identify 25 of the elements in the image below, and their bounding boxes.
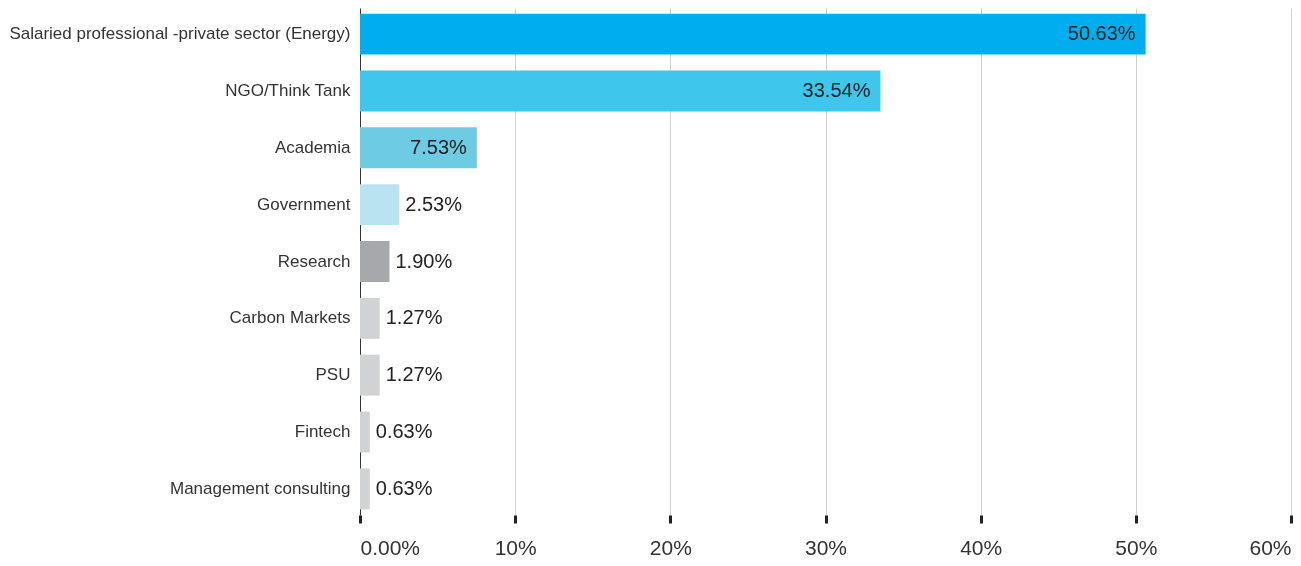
x-tick-label: 50%: [1115, 535, 1158, 559]
y-tick-label: Academia: [274, 137, 352, 157]
y-tick-label: PSU: [315, 365, 351, 385]
data-label: 1.27%: [385, 306, 443, 329]
x-tick-label: 10%: [494, 535, 537, 559]
y-tick-label: NGO/Think Tank: [225, 80, 351, 100]
data-label: 1.27%: [385, 363, 443, 386]
data-label: 1.90%: [395, 249, 453, 272]
x-tick-label: 60%: [1249, 535, 1292, 559]
y-tick-label: Carbon Markets: [229, 308, 351, 328]
y-tick-label: Salaried professional -private sector (Energy): [9, 24, 351, 44]
x-tick-label: 40%: [960, 535, 1003, 559]
y-tick-label: Management consulting: [169, 478, 351, 498]
data-label: 2.53%: [405, 192, 463, 215]
x-tick-label: 20%: [649, 535, 692, 559]
x-tick-label: 30%: [804, 535, 848, 559]
data-label: 0.63%: [375, 476, 433, 499]
data-label: 7.53%: [410, 135, 468, 158]
y-tick-label: Government: [256, 194, 351, 214]
y-tick-label: Research: [277, 251, 351, 271]
data-label: 33.54%: [802, 78, 871, 101]
data-label: 0.63%: [375, 420, 433, 443]
data-label: 50.63%: [1067, 22, 1136, 45]
x-tick-label: 0.00%: [360, 535, 421, 559]
y-tick-label: Fintech: [294, 422, 351, 442]
